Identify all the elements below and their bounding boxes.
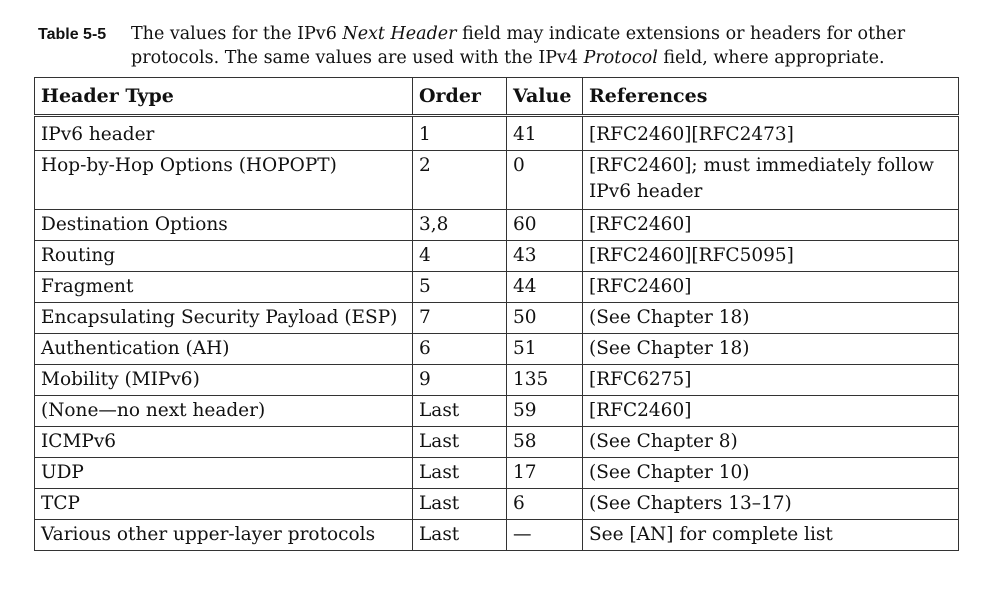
column-header-header-type: Header Type xyxy=(34,77,413,117)
table-row: TCP Last 6 (See Chapters 13–17) xyxy=(34,488,959,520)
cell-header-type: Fragment xyxy=(34,271,413,303)
cell-header-type: (None—no next header) xyxy=(34,395,413,427)
cell-references: (See Chapter 10) xyxy=(582,457,959,489)
table-row: Fragment 5 44 [RFC2460] xyxy=(34,271,959,303)
table-row: Various other upper-layer protocols Last —… xyxy=(34,519,959,551)
cell-header-type: ICMPv6 xyxy=(34,426,413,458)
table-row: Routing 4 43 [RFC2460][RFC5095] xyxy=(34,240,959,272)
next-header-table: Header Type Order Value References IPv6 … xyxy=(34,77,959,551)
cell-value: 44 xyxy=(506,271,583,303)
cell-order: 1 xyxy=(412,115,507,151)
cell-value: 58 xyxy=(506,426,583,458)
cell-references: [RFC2460] xyxy=(582,209,959,241)
header-row: Header Type Order Value References xyxy=(34,77,959,117)
cell-header-type: Various other upper-layer protocols xyxy=(34,519,413,551)
caption-italic-term: Protocol xyxy=(583,48,658,68)
cell-order: 7 xyxy=(412,302,507,334)
column-header-references: References xyxy=(582,77,959,117)
cell-header-type: Authentication (AH) xyxy=(34,333,413,365)
cell-header-type: UDP xyxy=(34,457,413,489)
caption-text-part: The values for the IPv6 xyxy=(131,24,343,44)
cell-references: [RFC2460]; must immediately follow IPv6 … xyxy=(582,150,959,210)
table-row: UDP Last 17 (See Chapter 10) xyxy=(34,457,959,489)
cell-value: 59 xyxy=(506,395,583,427)
table-body: IPv6 header 1 41 [RFC2460][RFC2473] Hop-by-H… xyxy=(34,115,959,551)
table-row: ICMPv6 Last 58 (See Chapter 8) xyxy=(34,426,959,458)
cell-value: 6 xyxy=(506,488,583,520)
cell-references: [RFC2460][RFC2473] xyxy=(582,115,959,151)
table-row: Authentication (AH) 6 51 (See Chapter 18) xyxy=(34,333,959,365)
cell-value: 60 xyxy=(506,209,583,241)
cell-order: 3,8 xyxy=(412,209,507,241)
table-row: Hop-by-Hop Options (HOPOPT) 2 0 [RFC2460]; … xyxy=(34,150,959,210)
cell-value: 43 xyxy=(506,240,583,272)
cell-order: 5 xyxy=(412,271,507,303)
cell-order: Last xyxy=(412,457,507,489)
cell-header-type: Encapsulating Security Payload (ESP) xyxy=(34,302,413,334)
cell-references: [RFC2460][RFC5095] xyxy=(582,240,959,272)
cell-references: [RFC2460] xyxy=(582,395,959,427)
cell-references: (See Chapter 8) xyxy=(582,426,959,458)
cell-value: — xyxy=(506,519,583,551)
cell-order: Last xyxy=(412,395,507,427)
cell-references: (See Chapter 18) xyxy=(582,302,959,334)
table-row: Destination Options 3,8 60 [RFC2460] xyxy=(34,209,959,241)
cell-order: 9 xyxy=(412,364,507,396)
cell-value: 17 xyxy=(506,457,583,489)
cell-header-type: Destination Options xyxy=(34,209,413,241)
cell-value: 50 xyxy=(506,302,583,334)
cell-header-type: TCP xyxy=(34,488,413,520)
caption-label: Table 5-5 xyxy=(38,26,107,43)
table-row: IPv6 header 1 41 [RFC2460][RFC2473] xyxy=(34,115,959,151)
cell-value: 0 xyxy=(506,150,583,210)
cell-value: 135 xyxy=(506,364,583,396)
cell-value: 41 xyxy=(506,115,583,151)
cell-order: Last xyxy=(412,519,507,551)
table-row: (None—no next header) Last 59 [RFC2460] xyxy=(34,395,959,427)
cell-header-type: Mobility (MIPv6) xyxy=(34,364,413,396)
column-header-order: Order xyxy=(412,77,507,117)
cell-order: 6 xyxy=(412,333,507,365)
caption-text-part: field, where appropriate. xyxy=(657,48,885,68)
table-caption: Table 5-5 The values for the IPv6 Next H… xyxy=(38,22,973,70)
cell-order: 4 xyxy=(412,240,507,272)
cell-references: (See Chapter 18) xyxy=(582,333,959,365)
caption-italic-term: Next Header xyxy=(342,24,457,44)
cell-references: See [AN] for complete list xyxy=(582,519,959,551)
cell-references: [RFC2460] xyxy=(582,271,959,303)
cell-order: 2 xyxy=(412,150,507,210)
caption-text: The values for the IPv6 Next Header fiel… xyxy=(131,22,973,70)
column-header-value: Value xyxy=(506,77,583,117)
cell-references: [RFC6275] xyxy=(582,364,959,396)
caption-text-part: field may indicate extensions or headers… xyxy=(131,24,906,68)
table-header: Header Type Order Value References xyxy=(34,77,959,117)
cell-header-type: Hop-by-Hop Options (HOPOPT) xyxy=(34,150,413,210)
cell-value: 51 xyxy=(506,333,583,365)
table-row: Mobility (MIPv6) 9 135 [RFC6275] xyxy=(34,364,959,396)
cell-order: Last xyxy=(412,488,507,520)
cell-header-type: Routing xyxy=(34,240,413,272)
cell-order: Last xyxy=(412,426,507,458)
cell-references: (See Chapters 13–17) xyxy=(582,488,959,520)
cell-header-type: IPv6 header xyxy=(34,115,413,151)
table-row: Encapsulating Security Payload (ESP) 7 50(… xyxy=(34,302,959,334)
